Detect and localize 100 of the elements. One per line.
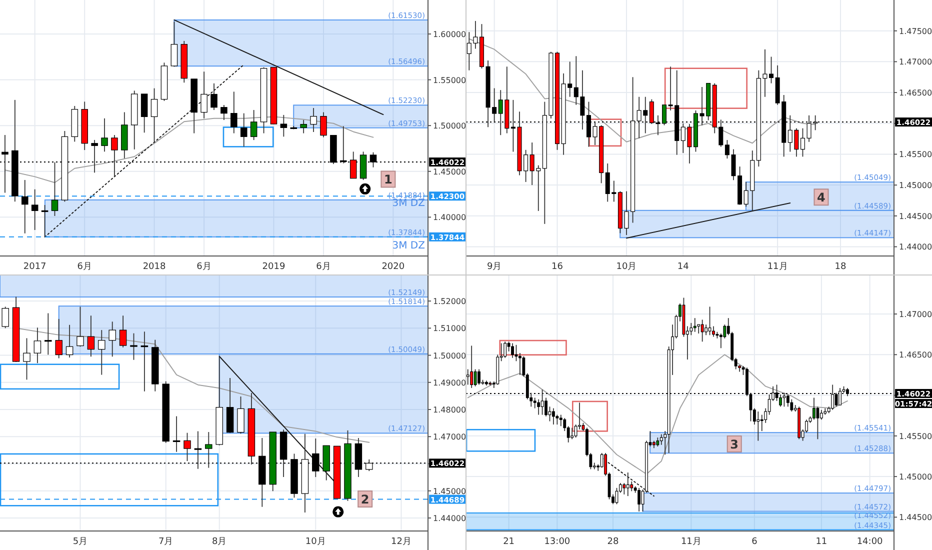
candlestick: [504, 341, 507, 358]
x-tick-label: 13:00: [544, 537, 570, 547]
candlestick: [23, 338, 30, 380]
candlestick: [51, 162, 58, 216]
x-tick-label: 18: [834, 262, 846, 272]
y-tick-label: 1.50000: [433, 122, 466, 131]
y-tick-label: 1.44500: [899, 212, 932, 221]
line-series: [467, 354, 848, 475]
candlestick: [786, 394, 790, 408]
candlestick: [756, 411, 760, 442]
candlestick: [552, 408, 555, 425]
candlestick: [466, 368, 470, 386]
y-tick-label: 1.46500: [899, 350, 932, 360]
y-tick-label: 1.47000: [899, 310, 932, 320]
candlestick: [150, 88, 158, 142]
y-tick-label: 1.45000: [899, 181, 932, 190]
y-tick-label: 1.49000: [433, 378, 466, 388]
candlestick: [700, 319, 704, 342]
candlestick: [87, 315, 95, 358]
candlestick: [816, 406, 820, 440]
candlestick: [800, 128, 805, 158]
annotation: 1: [384, 172, 392, 187]
candlestick: [693, 318, 696, 332]
candlestick: [250, 110, 258, 140]
candlestick: [220, 104, 228, 120]
x-tick-label: 6月: [77, 262, 92, 272]
x-tick-label: 11: [816, 537, 828, 547]
candlestick: [708, 306, 712, 336]
candlestick: [240, 112, 248, 148]
x-tick-label: 16: [552, 262, 564, 272]
annotation: 3: [730, 437, 739, 452]
x-tick-label: 12月: [391, 537, 412, 547]
candlestick: [622, 482, 626, 495]
y-tick-label: 1.40000: [433, 213, 466, 222]
x-tick-label: 6月: [316, 262, 331, 272]
candlestick: [820, 409, 823, 420]
candlestick: [478, 368, 480, 386]
candlestick: [630, 480, 634, 492]
y-tick-label: 1.45000: [433, 167, 466, 176]
x-tick-label: 9月: [486, 262, 502, 272]
annotation: 3M DZ: [392, 240, 426, 252]
y-tick-label: 1.45500: [899, 432, 932, 441]
line-series: [4, 116, 374, 184]
x-tick-label: 2018: [142, 262, 166, 272]
x-tick-label: 11月: [767, 262, 788, 272]
candlestick: [320, 112, 327, 138]
candlestick: [41, 204, 48, 238]
y-tick-label: 1.45000: [899, 472, 932, 482]
candlestick: [44, 312, 52, 356]
candlestick: [101, 118, 108, 152]
candlestick: [712, 326, 715, 338]
candlestick: [76, 306, 84, 348]
candlestick: [140, 94, 148, 134]
y-tick-label: 1.44000: [433, 514, 466, 523]
candlestick: [310, 108, 317, 132]
y-tick-label: 1.47000: [899, 58, 932, 67]
candlestick: [300, 120, 307, 134]
x-tick-label: 14: [677, 262, 690, 272]
candlestick: [779, 394, 782, 408]
candlestick: [511, 342, 514, 358]
candlestick: [559, 414, 562, 427]
candlestick: [704, 324, 708, 336]
candlestick: [2, 306, 9, 329]
candlestick: [474, 368, 477, 387]
y-tick-label: 1.47500: [899, 26, 932, 36]
y-tick-label: 1.51000: [433, 324, 466, 334]
x-tick-label: 7月: [158, 537, 174, 547]
annotation: 3M DZ: [392, 198, 426, 210]
candlestick: [22, 180, 28, 234]
y-tick-label: 1.55000: [433, 76, 466, 85]
candlestick: [812, 397, 816, 420]
y-tick-label: 1.60000: [433, 30, 466, 39]
candlestick: [108, 321, 116, 358]
candlestick: [237, 396, 244, 434]
x-tick-label: 10月: [616, 262, 637, 272]
candlestick: [769, 56, 774, 84]
candlestick: [140, 331, 148, 392]
candlestick: [200, 71, 208, 119]
annotation: 2: [360, 492, 370, 506]
candlestick: [119, 315, 127, 348]
x-tick-label: 11月: [680, 537, 702, 547]
candlestick: [98, 330, 106, 376]
candlestick: [34, 327, 42, 364]
candlestick: [544, 397, 548, 417]
x-tick-label: 14:00: [856, 537, 884, 547]
x-tick-label: 21: [503, 537, 515, 547]
candlestick: [790, 398, 794, 412]
y-tick-label: 1.50000: [433, 351, 466, 360]
candlestick: [470, 345, 474, 388]
candlestick: [130, 332, 138, 360]
candlestick: [537, 398, 540, 416]
x-tick-label: 8月: [212, 537, 227, 547]
y-tick-label: 1.46500: [899, 88, 932, 98]
x-tick-label: 28: [607, 537, 620, 547]
annotation: 4: [817, 190, 826, 205]
y-tick-label: 1.44500: [899, 513, 932, 522]
y-tick-label: 1.45500: [899, 150, 932, 160]
candlestick: [570, 427, 574, 440]
candlestick: [172, 416, 180, 452]
y-tick-label: 1.52000: [433, 297, 466, 306]
